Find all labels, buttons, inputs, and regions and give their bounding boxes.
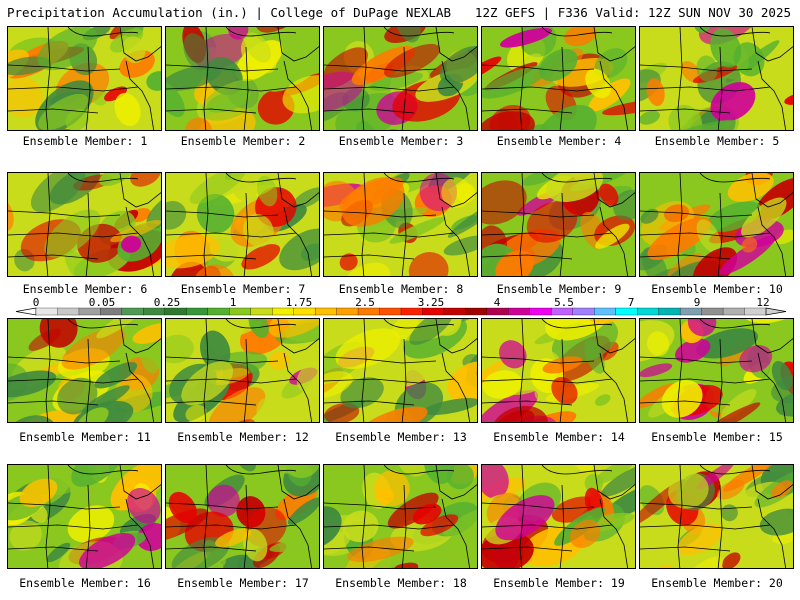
- colorbar-swatch: [35, 307, 58, 316]
- ensemble-member-caption: Ensemble Member: 9: [496, 282, 622, 296]
- ensemble-member-map: [7, 172, 162, 277]
- colorbar-label: 1: [229, 296, 237, 309]
- colorbar-swatch: [357, 307, 380, 316]
- colorbar-label: 3.25: [417, 296, 445, 309]
- colorbar-swatch: [207, 307, 230, 316]
- ensemble-member-caption: Ensemble Member: 18: [335, 576, 467, 590]
- ensemble-member-map: [481, 172, 636, 277]
- colorbar-label: 0.05: [88, 296, 116, 309]
- ensemble-member-map: [639, 318, 794, 423]
- colorbar-swatch: [293, 307, 316, 316]
- ensemble-member-map: [639, 172, 794, 277]
- ensemble-member-caption: Ensemble Member: 10: [651, 282, 783, 296]
- colorbar-label: 4: [493, 296, 501, 309]
- colorbar-label: 2.5: [355, 296, 375, 309]
- ensemble-member-map: [165, 172, 320, 277]
- colorbar-swatch: [443, 307, 466, 316]
- colorbar-swatch: [250, 307, 273, 316]
- colorbar-swatch: [744, 307, 767, 316]
- run-valid-time: 12Z GEFS | F336 Valid: 12Z SUN NOV 30 20…: [474, 5, 791, 20]
- ensemble-member-map: [165, 26, 320, 131]
- colorbar-swatch: [486, 307, 509, 316]
- ensemble-member-caption: Ensemble Member: 2: [180, 134, 306, 148]
- ensemble-member-caption: Ensemble Member: 15: [651, 430, 783, 444]
- colorbar-swatch: [164, 307, 187, 316]
- colorbar-swatch: [400, 307, 423, 316]
- ensemble-member-caption: Ensemble Member: 17: [177, 576, 309, 590]
- colorbar-label: 12: [756, 296, 770, 309]
- colorbar-swatch: [121, 307, 144, 316]
- map-title: Precipitation Accumulation (in.) | Colle…: [7, 5, 452, 20]
- colorbar-swatch: [615, 307, 638, 316]
- colorbar-label: 9: [693, 296, 701, 309]
- ensemble-member-caption: Ensemble Member: 6: [22, 282, 148, 296]
- colorbar-swatch: [508, 307, 531, 316]
- colorbar-swatch: [637, 307, 660, 316]
- ensemble-member-map: [323, 26, 478, 131]
- colorbar-swatch: [658, 307, 681, 316]
- colorbar-swatch: [100, 307, 123, 316]
- ensemble-member-caption: Ensemble Member: 4: [496, 134, 622, 148]
- colorbar-swatch: [186, 307, 209, 316]
- colorbar-low-arrow: [15, 307, 37, 316]
- colorbar-swatch: [314, 307, 338, 316]
- ensemble-member-map: [323, 464, 478, 569]
- colorbar-swatch: [57, 307, 80, 316]
- colorbar-swatch: [722, 307, 745, 316]
- ensemble-member-map: [481, 318, 636, 423]
- colorbar-swatch: [701, 307, 724, 316]
- ensemble-member-caption: Ensemble Member: 1: [22, 134, 148, 148]
- colorbar-label: 0: [32, 296, 40, 309]
- colorbar-swatch: [379, 307, 402, 316]
- ensemble-member-caption: Ensemble Member: 16: [19, 576, 151, 590]
- colorbar-label: 5.5: [554, 296, 574, 309]
- colorbar-swatch: [422, 307, 445, 316]
- ensemble-member-map: [7, 464, 162, 569]
- colorbar-swatch: [594, 307, 617, 316]
- colorbar-swatch: [229, 307, 252, 316]
- ensemble-member-caption: Ensemble Member: 7: [180, 282, 306, 296]
- colorbar-swatch: [572, 307, 595, 316]
- ensemble-member-caption: Ensemble Member: 14: [493, 430, 625, 444]
- ensemble-member-caption: Ensemble Member: 11: [19, 430, 151, 444]
- colorbar-swatch: [529, 307, 552, 316]
- ensemble-member-map: [165, 318, 320, 423]
- colorbar-high-arrow: [765, 307, 787, 316]
- ensemble-member-caption: Ensemble Member: 20: [651, 576, 783, 590]
- ensemble-member-caption: Ensemble Member: 3: [338, 134, 464, 148]
- colorbar-swatch: [551, 307, 574, 316]
- ensemble-member-map: [323, 172, 478, 277]
- ensemble-member-map: [481, 26, 636, 131]
- ensemble-member-map: [165, 464, 320, 569]
- ensemble-member-caption: Ensemble Member: 19: [493, 576, 625, 590]
- colorbar-swatch: [465, 307, 488, 316]
- ensemble-member-map: [481, 464, 636, 569]
- ensemble-member-map: [7, 318, 162, 423]
- ensemble-member-map: [323, 318, 478, 423]
- colorbar-label: 0.25: [153, 296, 181, 309]
- precipitation-colorbar: [15, 307, 787, 316]
- ensemble-member-caption: Ensemble Member: 5: [654, 134, 780, 148]
- colorbar-swatch: [143, 307, 166, 316]
- ensemble-member-caption: Ensemble Member: 13: [335, 430, 467, 444]
- ensemble-member-caption: Ensemble Member: 12: [177, 430, 309, 444]
- colorbar-label: 7: [627, 296, 635, 309]
- colorbar-label: 1.75: [285, 296, 313, 309]
- ensemble-member-map: [639, 26, 794, 131]
- colorbar-swatch: [78, 307, 101, 316]
- colorbar-swatch: [336, 307, 359, 316]
- colorbar-swatch: [679, 307, 703, 316]
- ensemble-member-map: [7, 26, 162, 131]
- colorbar-swatch: [272, 307, 295, 316]
- ensemble-member-map: [639, 464, 794, 569]
- ensemble-member-caption: Ensemble Member: 8: [338, 282, 464, 296]
